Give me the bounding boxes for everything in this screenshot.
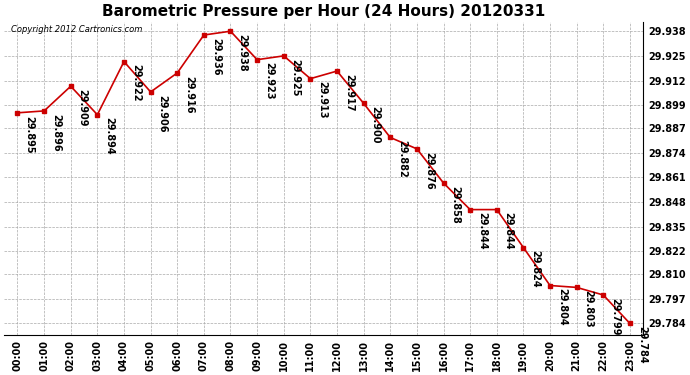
Text: 29.858: 29.858 — [451, 186, 460, 224]
Title: Barometric Pressure per Hour (24 Hours) 20120331: Barometric Pressure per Hour (24 Hours) … — [102, 4, 545, 19]
Text: 29.900: 29.900 — [371, 106, 381, 144]
Text: 29.916: 29.916 — [184, 76, 194, 113]
Text: 29.803: 29.803 — [584, 290, 593, 328]
Text: 29.925: 29.925 — [290, 58, 301, 96]
Text: 29.784: 29.784 — [637, 326, 647, 364]
Text: 29.936: 29.936 — [211, 38, 221, 75]
Text: 29.844: 29.844 — [477, 212, 487, 250]
Text: 29.876: 29.876 — [424, 152, 434, 189]
Text: Copyright 2012 Cartronics.com: Copyright 2012 Cartronics.com — [10, 25, 142, 34]
Text: 29.917: 29.917 — [344, 74, 354, 111]
Text: 29.922: 29.922 — [131, 64, 141, 102]
Text: 29.895: 29.895 — [24, 116, 34, 153]
Text: 29.909: 29.909 — [78, 89, 88, 126]
Text: 29.896: 29.896 — [51, 114, 61, 152]
Text: 29.799: 29.799 — [610, 298, 620, 335]
Text: 29.824: 29.824 — [531, 251, 540, 288]
Text: 29.906: 29.906 — [157, 95, 168, 132]
Text: 29.882: 29.882 — [397, 140, 407, 178]
Text: 29.913: 29.913 — [317, 81, 327, 119]
Text: 29.844: 29.844 — [504, 212, 514, 250]
Text: 29.804: 29.804 — [557, 288, 567, 326]
Text: 29.938: 29.938 — [237, 34, 248, 72]
Text: 29.894: 29.894 — [104, 117, 115, 155]
Text: 29.923: 29.923 — [264, 63, 274, 100]
